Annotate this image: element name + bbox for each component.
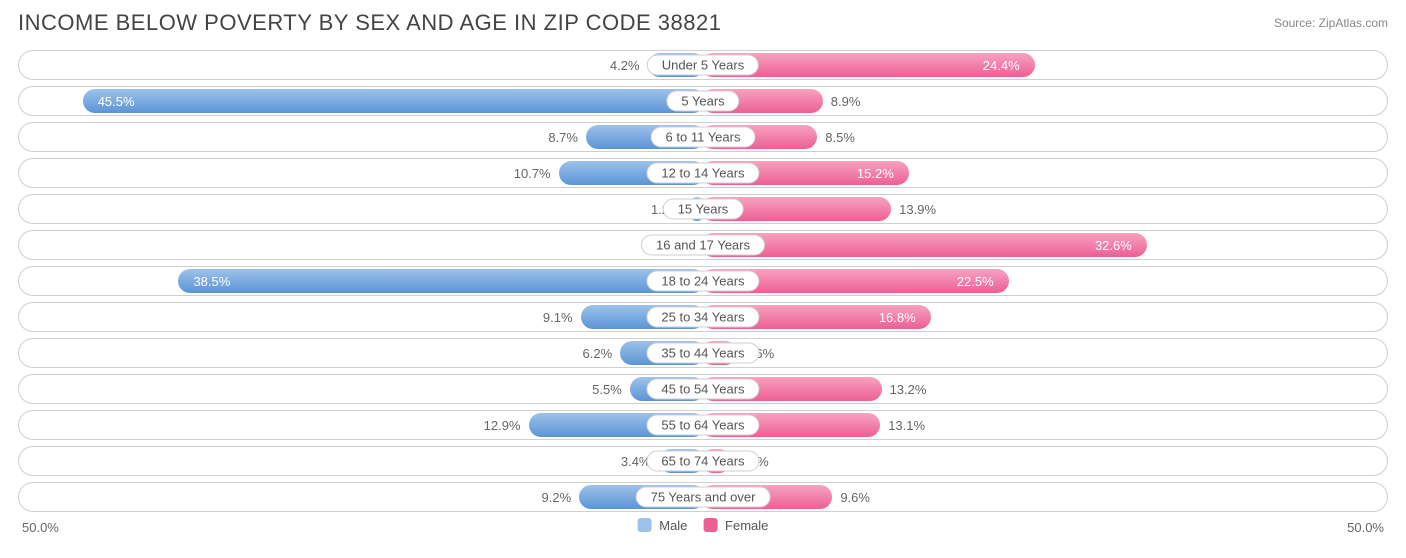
female-value: 13.1% <box>888 413 925 437</box>
chart-row: 12.9% 13.1% 55 to 64 Years <box>18 410 1388 440</box>
male-value: 9.2% <box>542 485 572 509</box>
male-value: 38.5% <box>193 269 230 293</box>
female-bar <box>701 233 1147 257</box>
male-value: 5.5% <box>592 377 622 401</box>
male-value: 10.7% <box>514 161 551 185</box>
poverty-by-sex-age-chart: INCOME BELOW POVERTY BY SEX AND AGE IN Z… <box>0 0 1406 558</box>
chart-source: Source: ZipAtlas.com <box>1274 10 1388 30</box>
chart-row: 5.5% 13.2% 45 to 54 Years <box>18 374 1388 404</box>
female-value: 22.5% <box>957 269 994 293</box>
axis-max-right: 50.0% <box>1347 520 1384 535</box>
male-value: 45.5% <box>98 89 135 113</box>
chart-row: 9.2% 9.6% 75 Years and over <box>18 482 1388 512</box>
female-value: 13.9% <box>899 197 936 221</box>
chart-row: 3.4%2.2%65 to 74 Years <box>18 446 1388 476</box>
category-label: 18 to 24 Years <box>646 271 759 292</box>
chart-row: 6.2%2.6%35 to 44 Years <box>18 338 1388 368</box>
category-label: 6 to 11 Years <box>651 127 756 148</box>
category-label: 5 Years <box>666 91 739 112</box>
chart-axis: 50.0% Male Female 50.0% <box>18 518 1388 542</box>
male-value: 8.7% <box>548 125 578 149</box>
category-label: Under 5 Years <box>647 55 759 76</box>
chart-row: 4.2% 24.4% Under 5 Years <box>18 50 1388 80</box>
female-value: 8.5% <box>825 125 855 149</box>
category-label: 55 to 64 Years <box>646 415 759 436</box>
female-value: 13.2% <box>890 377 927 401</box>
chart-row: 0.0%32.6%16 and 17 Years <box>18 230 1388 260</box>
male-value: 9.1% <box>543 305 573 329</box>
chart-row: 1.2%13.9%15 Years <box>18 194 1388 224</box>
male-bar <box>178 269 705 293</box>
category-label: 45 to 54 Years <box>646 379 759 400</box>
chart-row: 8.7% 8.5% 6 to 11 Years <box>18 122 1388 152</box>
axis-max-left: 50.0% <box>22 520 59 535</box>
legend-item-female: Female <box>703 518 768 533</box>
female-value: 15.2% <box>857 161 894 185</box>
category-label: 12 to 14 Years <box>646 163 759 184</box>
category-label: 35 to 44 Years <box>646 343 759 364</box>
chart-row: 10.7% 15.2% 12 to 14 Years <box>18 158 1388 188</box>
legend-label-female: Female <box>725 518 768 533</box>
category-label: 25 to 34 Years <box>646 307 759 328</box>
chart-row: 45.5% 8.9% 5 Years <box>18 86 1388 116</box>
male-value: 4.2% <box>610 53 640 77</box>
legend-label-male: Male <box>659 518 687 533</box>
chart-title: INCOME BELOW POVERTY BY SEX AND AGE IN Z… <box>18 10 721 36</box>
chart-header: INCOME BELOW POVERTY BY SEX AND AGE IN Z… <box>18 10 1388 36</box>
female-value: 24.4% <box>983 53 1020 77</box>
legend-swatch-female <box>703 518 717 532</box>
category-label: 15 Years <box>663 199 744 220</box>
chart-row: 38.5% 22.5% 18 to 24 Years <box>18 266 1388 296</box>
female-value: 9.6% <box>840 485 870 509</box>
category-label: 16 and 17 Years <box>641 235 765 256</box>
category-label: 75 Years and over <box>636 487 771 508</box>
chart-row: 9.1% 16.8% 25 to 34 Years <box>18 302 1388 332</box>
male-bar <box>83 89 705 113</box>
female-value: 16.8% <box>879 305 916 329</box>
chart-legend: Male Female <box>638 518 769 533</box>
male-value: 12.9% <box>484 413 521 437</box>
legend-swatch-male <box>638 518 652 532</box>
chart-rows: 4.2% 24.4% Under 5 Years 45.5% 8.9% 5 Years 8.… <box>18 50 1388 512</box>
female-value: 8.9% <box>831 89 861 113</box>
female-value: 32.6% <box>1095 233 1132 257</box>
category-label: 65 to 74 Years <box>646 451 759 472</box>
legend-item-male: Male <box>638 518 688 533</box>
male-value: 6.2% <box>583 341 613 365</box>
